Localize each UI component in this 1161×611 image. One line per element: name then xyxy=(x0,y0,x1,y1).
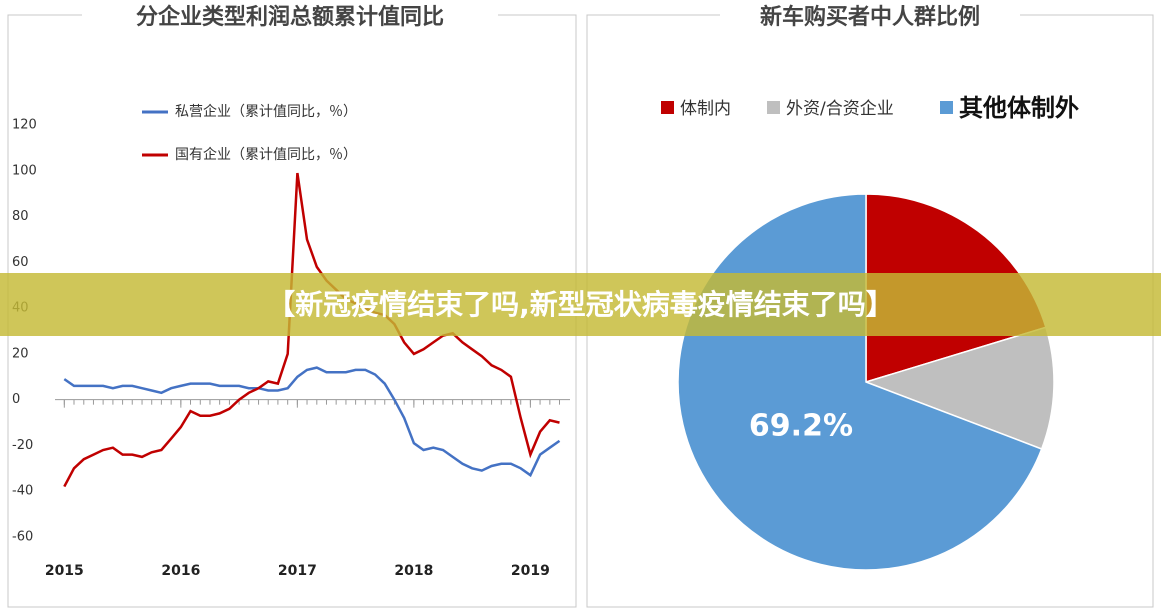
y-tick-label: -20 xyxy=(12,438,33,453)
chart-title: 分企业类型利润总额累计值同比 xyxy=(136,4,444,30)
y-tick-label: 100 xyxy=(12,163,37,178)
legend-label: 国有企业（累计值同比，％） xyxy=(175,146,357,163)
y-tick-label: -60 xyxy=(12,530,33,545)
chart-title: 新车购买者中人群比例 xyxy=(760,4,980,30)
y-tick-label: 0 xyxy=(12,392,20,407)
y-tick-label: 120 xyxy=(12,118,37,133)
title-bg xyxy=(720,4,1020,28)
line-series xyxy=(63,172,560,488)
x-tick-label: 2017 xyxy=(278,563,317,579)
y-tick-label: 80 xyxy=(12,209,29,224)
legend-label: 私营企业（累计值同比，％） xyxy=(175,103,357,120)
data-label: 69.2% xyxy=(749,408,853,443)
x-tick-label: 2019 xyxy=(511,563,550,579)
legend-swatch xyxy=(767,101,780,114)
y-tick-label: 60 xyxy=(12,255,29,270)
legend-swatch xyxy=(661,101,674,114)
line-series xyxy=(63,366,561,478)
legend-swatch xyxy=(940,101,953,114)
y-tick-label: 20 xyxy=(12,346,29,361)
legend-label: 外资/合资企业 xyxy=(786,99,894,119)
y-tick-label: -40 xyxy=(12,484,33,499)
x-tick-label: 2016 xyxy=(161,563,200,579)
x-tick-label: 2015 xyxy=(45,563,84,579)
x-tick-label: 2018 xyxy=(394,563,433,579)
banner: 【新冠疫情结束了吗,新型冠状病毒疫情结束了吗】 xyxy=(0,273,1161,336)
legend-label: 其他体制外 xyxy=(959,94,1079,122)
title-bg xyxy=(82,4,498,28)
legend-label: 体制内 xyxy=(680,99,731,119)
